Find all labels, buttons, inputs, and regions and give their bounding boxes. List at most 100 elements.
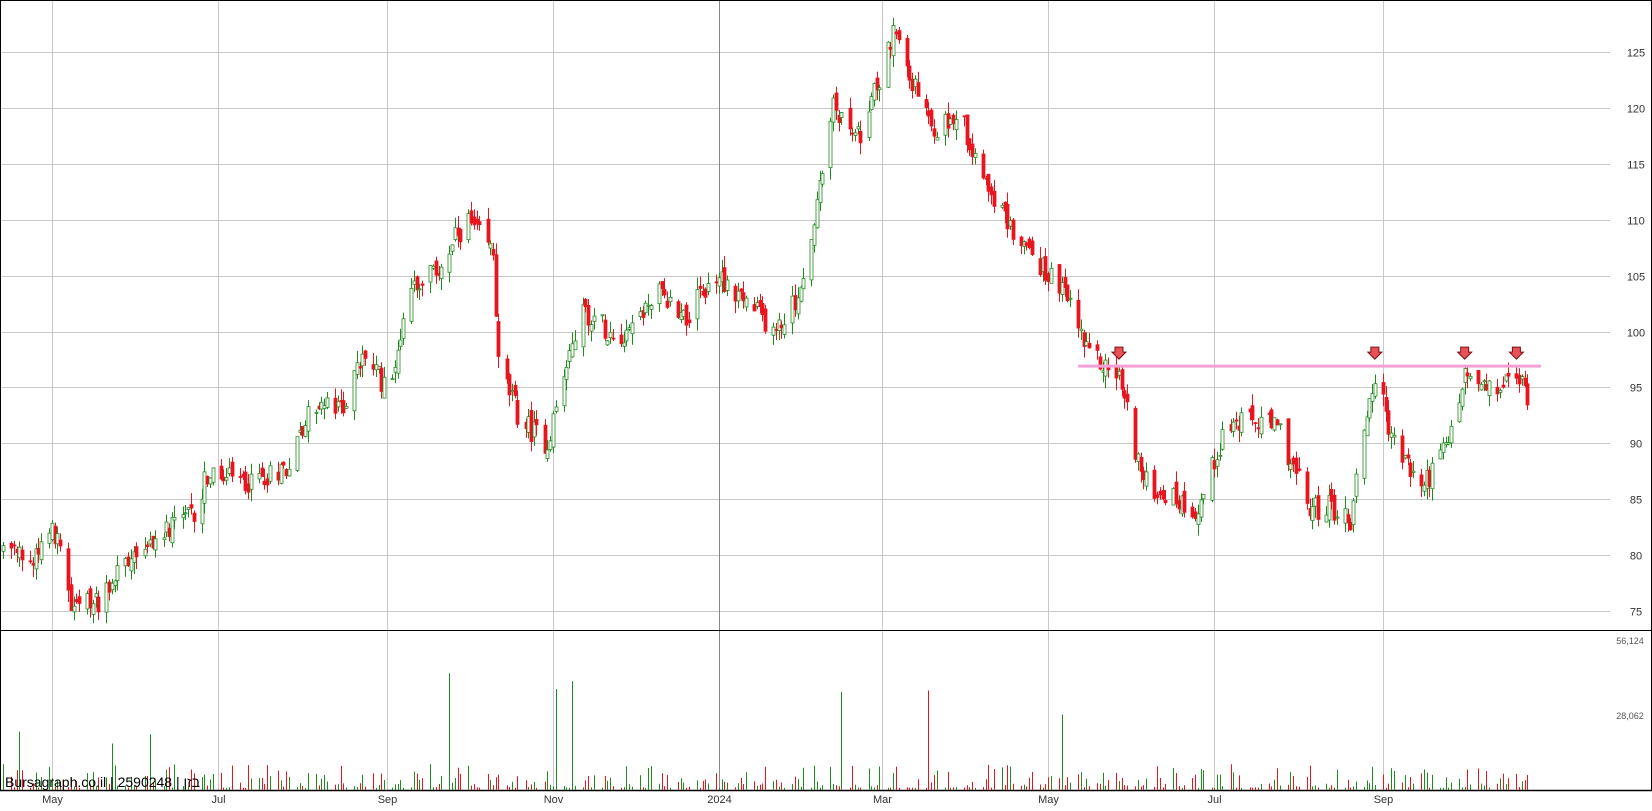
candle-body bbox=[91, 603, 96, 615]
candle-body bbox=[1465, 372, 1470, 377]
candle-body bbox=[1199, 499, 1204, 518]
candle-body bbox=[992, 190, 997, 207]
candle-body bbox=[1297, 468, 1302, 471]
candle-body bbox=[393, 367, 398, 373]
candle-body bbox=[929, 109, 934, 127]
candle-body bbox=[1030, 240, 1035, 255]
candle-body bbox=[1259, 416, 1264, 435]
y-tick-label: 90 bbox=[1630, 439, 1642, 451]
candle-body bbox=[355, 362, 360, 375]
candle-body bbox=[417, 288, 422, 291]
candle-body bbox=[581, 304, 586, 348]
candle-body bbox=[1362, 429, 1367, 479]
candle-body bbox=[85, 593, 90, 610]
candle-body bbox=[88, 588, 93, 609]
candle-body bbox=[505, 358, 510, 380]
candle-body bbox=[1332, 494, 1337, 521]
candle-body bbox=[1103, 359, 1108, 377]
candle-body bbox=[1210, 457, 1215, 501]
candle-body bbox=[477, 221, 482, 226]
candle-body bbox=[1171, 488, 1176, 506]
candle-body bbox=[287, 468, 292, 477]
candle-body bbox=[412, 280, 417, 285]
candle-body bbox=[905, 38, 910, 67]
candle-body bbox=[828, 120, 833, 169]
y-tick-label: 115 bbox=[1627, 160, 1645, 172]
candle-body bbox=[1370, 393, 1375, 402]
candle-body bbox=[126, 556, 131, 567]
candle-body bbox=[619, 334, 624, 345]
candle-body bbox=[1136, 453, 1141, 462]
candle-body bbox=[668, 296, 673, 303]
candle-body bbox=[951, 114, 956, 124]
candle-body bbox=[123, 558, 128, 567]
candle-body bbox=[662, 289, 667, 296]
candle-body bbox=[526, 416, 531, 433]
candle-body bbox=[796, 297, 801, 315]
candle-body bbox=[1084, 341, 1089, 347]
candle-body bbox=[1384, 396, 1389, 412]
candle-body bbox=[1046, 273, 1051, 282]
candle-body bbox=[205, 476, 210, 485]
down-arrow-marker bbox=[1508, 346, 1525, 360]
candle-body bbox=[1351, 500, 1356, 525]
candle-body bbox=[573, 340, 578, 351]
candle-body bbox=[1027, 238, 1032, 248]
candle-body bbox=[1000, 204, 1005, 208]
candle-body bbox=[172, 516, 177, 521]
candle-body bbox=[513, 384, 518, 396]
candle-body bbox=[779, 324, 784, 329]
candle-body bbox=[1063, 276, 1068, 288]
candle-body bbox=[72, 605, 77, 613]
down-arrow-marker bbox=[1366, 346, 1384, 360]
candle-body bbox=[284, 469, 289, 477]
candle-body bbox=[279, 463, 284, 484]
candle-body bbox=[763, 308, 768, 332]
candle-body bbox=[1269, 409, 1274, 429]
candle-body bbox=[36, 547, 41, 555]
candle-body bbox=[306, 406, 311, 432]
candle-body bbox=[529, 410, 534, 442]
candle-body bbox=[1144, 471, 1149, 487]
candle-body bbox=[894, 31, 899, 35]
candle-body bbox=[192, 512, 197, 522]
y-tick-label: 95 bbox=[1630, 383, 1642, 395]
candle-body bbox=[428, 265, 433, 283]
candle-body bbox=[970, 143, 975, 158]
candle-body bbox=[434, 260, 439, 276]
x-tick-label: May bbox=[1038, 794, 1059, 806]
candle-body bbox=[1201, 494, 1206, 500]
candle-body bbox=[681, 309, 686, 318]
candle-body bbox=[1057, 264, 1062, 294]
candle-body bbox=[1220, 429, 1225, 450]
candle-body bbox=[47, 532, 52, 544]
candle-body bbox=[973, 153, 978, 158]
candle-body bbox=[926, 110, 931, 117]
candle-body bbox=[872, 83, 877, 101]
candle-body bbox=[886, 41, 891, 88]
candle-body bbox=[622, 342, 627, 347]
candle-body bbox=[774, 328, 779, 331]
candle-body bbox=[790, 295, 795, 324]
candle-body bbox=[491, 248, 496, 256]
candle-body bbox=[1438, 449, 1443, 460]
candle-body bbox=[319, 401, 324, 410]
candle-body bbox=[1495, 386, 1500, 395]
candle-body bbox=[1487, 380, 1492, 396]
candle-body bbox=[333, 397, 338, 414]
candle-body bbox=[396, 349, 401, 374]
candle-body bbox=[1122, 390, 1127, 399]
candle-body bbox=[834, 92, 839, 111]
candle-body bbox=[107, 581, 112, 593]
candle-body bbox=[725, 279, 730, 291]
candle-body bbox=[962, 115, 967, 118]
candle-body bbox=[913, 78, 918, 87]
y-tick-label: 75 bbox=[1630, 607, 1642, 619]
candle-body bbox=[660, 281, 665, 289]
candle-body bbox=[249, 473, 254, 490]
candle-body bbox=[1329, 489, 1334, 502]
candle-body bbox=[170, 516, 175, 544]
candle-body bbox=[793, 295, 798, 311]
candle-body bbox=[360, 353, 365, 367]
x-tick-label: Jul bbox=[211, 794, 225, 806]
